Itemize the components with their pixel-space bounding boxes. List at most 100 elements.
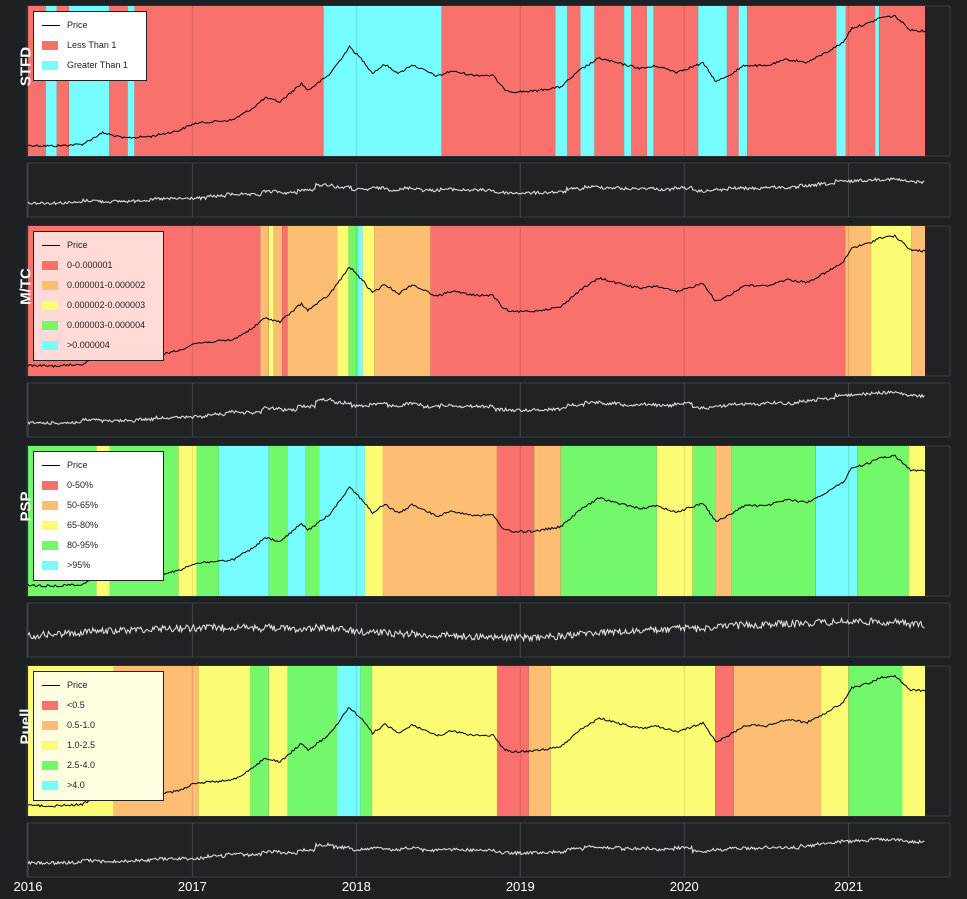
indicator-line (27, 177, 925, 206)
legend-color-swatch (42, 761, 58, 770)
legend-entry: 50-65% (34, 499, 163, 511)
legend-line-swatch (42, 25, 60, 26)
regime-band (441, 6, 556, 156)
legend-line-swatch (42, 245, 60, 246)
price-line (27, 454, 926, 588)
legend-entry: Price (34, 239, 163, 251)
regime-band (845, 6, 876, 156)
legend: Price 0-0.000001 0.000001-0.000002 0.000002… (33, 231, 164, 361)
regime-band (268, 446, 288, 596)
legend-label: 0-0.000001 (67, 260, 113, 270)
regime-band (337, 666, 361, 816)
regime-band (560, 446, 657, 596)
legend-entry: 0-0.000001 (34, 259, 163, 271)
legend-label: >0.000004 (67, 340, 110, 350)
legend-color-swatch (42, 721, 58, 730)
regime-band (715, 666, 734, 816)
regime-band (534, 446, 561, 596)
legend-entry: 1.0-2.5 (34, 739, 163, 751)
regime-band (911, 226, 925, 376)
legend-label: Greater Than 1 (67, 60, 128, 70)
regime-band (430, 226, 846, 376)
regime-band (198, 666, 251, 816)
legend-color-swatch (42, 301, 58, 310)
legend: Price 0-50% 50-65% 65-80% 80-95% >95% (33, 451, 164, 581)
legend-entry: 0.000001-0.000002 (34, 279, 163, 291)
regime-band (323, 6, 442, 156)
indicator-frame (26, 602, 951, 658)
regime-band (726, 6, 739, 156)
legend-color-swatch (42, 741, 58, 750)
regime-band (715, 446, 732, 596)
regime-band (848, 666, 903, 816)
legend-entry: 65-80% (34, 519, 163, 531)
legend-label: 0.000003-0.000004 (67, 320, 146, 330)
regime-band (374, 226, 431, 376)
price-line (27, 14, 926, 148)
regime-band (273, 226, 283, 376)
panel-title: PSP (17, 491, 35, 522)
legend-entry: Price (34, 459, 163, 471)
legend-color-swatch (42, 281, 58, 290)
regime-band (594, 6, 624, 156)
legend: Price Less Than 1 Greater Than 1 (33, 11, 147, 81)
regime-band (879, 6, 925, 156)
price-line (27, 674, 926, 808)
regime-band (178, 446, 197, 596)
legend-label: Less Than 1 (67, 40, 117, 50)
legend-color-swatch (42, 541, 58, 550)
regime-band (268, 226, 274, 376)
regime-band (821, 666, 849, 816)
legend-color-swatch (42, 41, 58, 50)
regime-band (747, 6, 837, 156)
legend-label: Price (67, 240, 88, 250)
regime-band (282, 226, 288, 376)
regime-band (134, 6, 324, 156)
regime-band (46, 6, 57, 156)
indicator-line (27, 837, 925, 866)
legend-label: Price (67, 20, 88, 30)
legend-color-swatch (42, 501, 58, 510)
legend-entry: 0.5-1.0 (34, 719, 163, 731)
regime-band (250, 666, 269, 816)
legend-entry: 80-95% (34, 539, 163, 551)
regime-band (287, 446, 306, 596)
legend-label: 65-80% (67, 520, 99, 530)
x-tick-label: 2020 (669, 879, 699, 894)
regime-band (836, 6, 846, 156)
legend-color-swatch (42, 781, 58, 790)
regime-band (875, 6, 880, 156)
regime-band (653, 6, 699, 156)
regime-band (580, 6, 595, 156)
regime-band (260, 226, 269, 376)
regime-band (319, 446, 365, 596)
legend-label: >95% (67, 560, 91, 570)
regime-band (692, 446, 716, 596)
legend-color-swatch (42, 261, 58, 270)
x-tick-label: 2017 (177, 879, 207, 894)
regime-band (647, 6, 654, 156)
regime-band (845, 226, 872, 376)
regime-band (496, 446, 535, 596)
regime-band (815, 446, 858, 596)
legend-line-swatch (42, 465, 60, 466)
legend-line-swatch (42, 685, 60, 686)
regime-band (624, 6, 632, 156)
indicator-line (27, 390, 925, 426)
legend-entry: 0.000003-0.000004 (34, 319, 163, 331)
legend-entry: Price (34, 19, 146, 31)
legend-label: Price (67, 460, 88, 470)
regime-band (528, 666, 551, 816)
regime-band (218, 446, 269, 596)
legend: Price <0.5 0.5-1.0 1.0-2.5 2.5-4.0 >4.0 (33, 671, 164, 801)
legend-label: 0.5-1.0 (67, 720, 96, 730)
regime-band (871, 226, 912, 376)
panel-title: M/TC (17, 268, 35, 305)
legend-color-swatch (42, 701, 58, 710)
legend-entry: <0.5 (34, 699, 163, 711)
regime-band (698, 6, 727, 156)
legend-color-swatch (42, 61, 58, 70)
panel-title: Puell (17, 708, 35, 745)
regime-band (555, 6, 567, 156)
